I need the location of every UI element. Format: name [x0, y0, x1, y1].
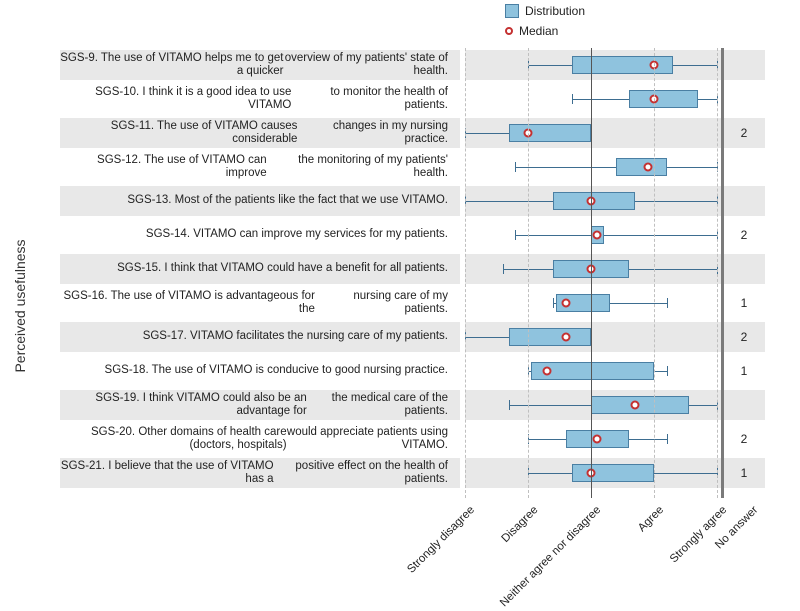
legend-median-label: Median: [519, 24, 558, 38]
median-marker: [593, 231, 602, 240]
median-marker: [593, 435, 602, 444]
whisker-cap: [503, 264, 504, 274]
whisker-cap: [515, 162, 516, 172]
row-label: SGS-19. I think VITAMO could also be an …: [60, 388, 454, 422]
x-tick-label: Strongly disagree: [405, 504, 477, 576]
no-answer-value: [724, 48, 764, 82]
legend-distribution-label: Distribution: [525, 4, 585, 18]
no-answer-value: 2: [724, 116, 764, 150]
x-tick-label: Neither agree nor disagree: [498, 504, 603, 609]
box: [616, 158, 666, 176]
table-row: SGS-15. I think that VITAMO could have a…: [0, 252, 800, 286]
x-tick: [465, 48, 466, 498]
row-label: SGS-9. The use of VITAMO helps me to get…: [60, 48, 454, 82]
whisker-cap: [667, 298, 668, 308]
no-answer-value: 1: [724, 456, 764, 490]
no-answer-value: [724, 388, 764, 422]
box: [591, 396, 689, 414]
whisker-cap: [509, 400, 510, 410]
box: [629, 90, 698, 108]
row-label: SGS-16. The use of VITAMO is advantageou…: [60, 286, 454, 320]
x-tick: [654, 48, 655, 498]
row-label: SGS-18. The use of VITAMO is conducive t…: [60, 354, 454, 388]
box: [509, 124, 591, 142]
box: [572, 464, 654, 482]
table-row: SGS-20. Other domains of health care (do…: [0, 422, 800, 456]
row-label: SGS-13. Most of the patients like the fa…: [60, 184, 454, 218]
table-row: SGS-10. I think it is a good idea to use…: [0, 82, 800, 116]
row-label: SGS-17. VITAMO facilitates the nursing c…: [60, 320, 454, 354]
whisker-cap: [667, 434, 668, 444]
row-label: SGS-11. The use of VITAMO causes conside…: [60, 116, 454, 150]
legend-box-icon: [505, 4, 519, 18]
row-label: SGS-21. I believe that the use of VITAMO…: [60, 456, 454, 490]
x-tick: [528, 48, 529, 498]
row-label: SGS-14. VITAMO can improve my services f…: [60, 218, 454, 252]
whisker: [515, 235, 717, 236]
table-row: SGS-18. The use of VITAMO is conducive t…: [0, 354, 800, 388]
median-marker: [631, 401, 640, 410]
chart-root: Perceived usefulness Distribution Median…: [0, 0, 800, 611]
no-answer-value: 2: [724, 218, 764, 252]
table-row: SGS-21. I believe that the use of VITAMO…: [0, 456, 800, 490]
noanswer-separator: [721, 48, 724, 498]
table-row: SGS-16. The use of VITAMO is advantageou…: [0, 286, 800, 320]
row-label: SGS-15. I think that VITAMO could have a…: [60, 252, 454, 286]
whisker-cap: [515, 230, 516, 240]
table-row: SGS-9. The use of VITAMO helps me to get…: [0, 48, 800, 82]
no-answer-value: [724, 252, 764, 286]
table-row: SGS-13. Most of the patients like the fa…: [0, 184, 800, 218]
legend-distribution: Distribution: [505, 4, 585, 18]
no-answer-value: [724, 150, 764, 184]
legend-median: Median: [505, 24, 558, 38]
no-answer-value: 2: [724, 320, 764, 354]
median-marker: [561, 299, 570, 308]
median-marker: [542, 367, 551, 376]
table-row: SGS-11. The use of VITAMO causes conside…: [0, 116, 800, 150]
row-label: SGS-10. I think it is a good idea to use…: [60, 82, 454, 116]
table-row: SGS-17. VITAMO facilitates the nursing c…: [0, 320, 800, 354]
x-tick-label: Disagree: [499, 504, 540, 545]
row-label: SGS-20. Other domains of health care (do…: [60, 422, 454, 456]
legend-circle-icon: [505, 27, 513, 35]
no-answer-value: 1: [724, 286, 764, 320]
box: [509, 328, 591, 346]
whisker-cap: [553, 298, 554, 308]
x-midline: [591, 48, 592, 498]
x-tick: [717, 48, 718, 498]
no-answer-value: [724, 82, 764, 116]
median-marker: [561, 333, 570, 342]
row-label: SGS-12. The use of VITAMO can improvethe…: [60, 150, 454, 184]
table-row: SGS-19. I think VITAMO could also be an …: [0, 388, 800, 422]
no-answer-value: 1: [724, 354, 764, 388]
no-answer-value: 2: [724, 422, 764, 456]
whisker-cap: [667, 366, 668, 376]
median-marker: [643, 163, 652, 172]
no-answer-value: [724, 184, 764, 218]
table-row: SGS-12. The use of VITAMO can improvethe…: [0, 150, 800, 184]
whisker-cap: [572, 94, 573, 104]
x-tick-label: Agree: [636, 504, 666, 534]
table-row: SGS-14. VITAMO can improve my services f…: [0, 218, 800, 252]
